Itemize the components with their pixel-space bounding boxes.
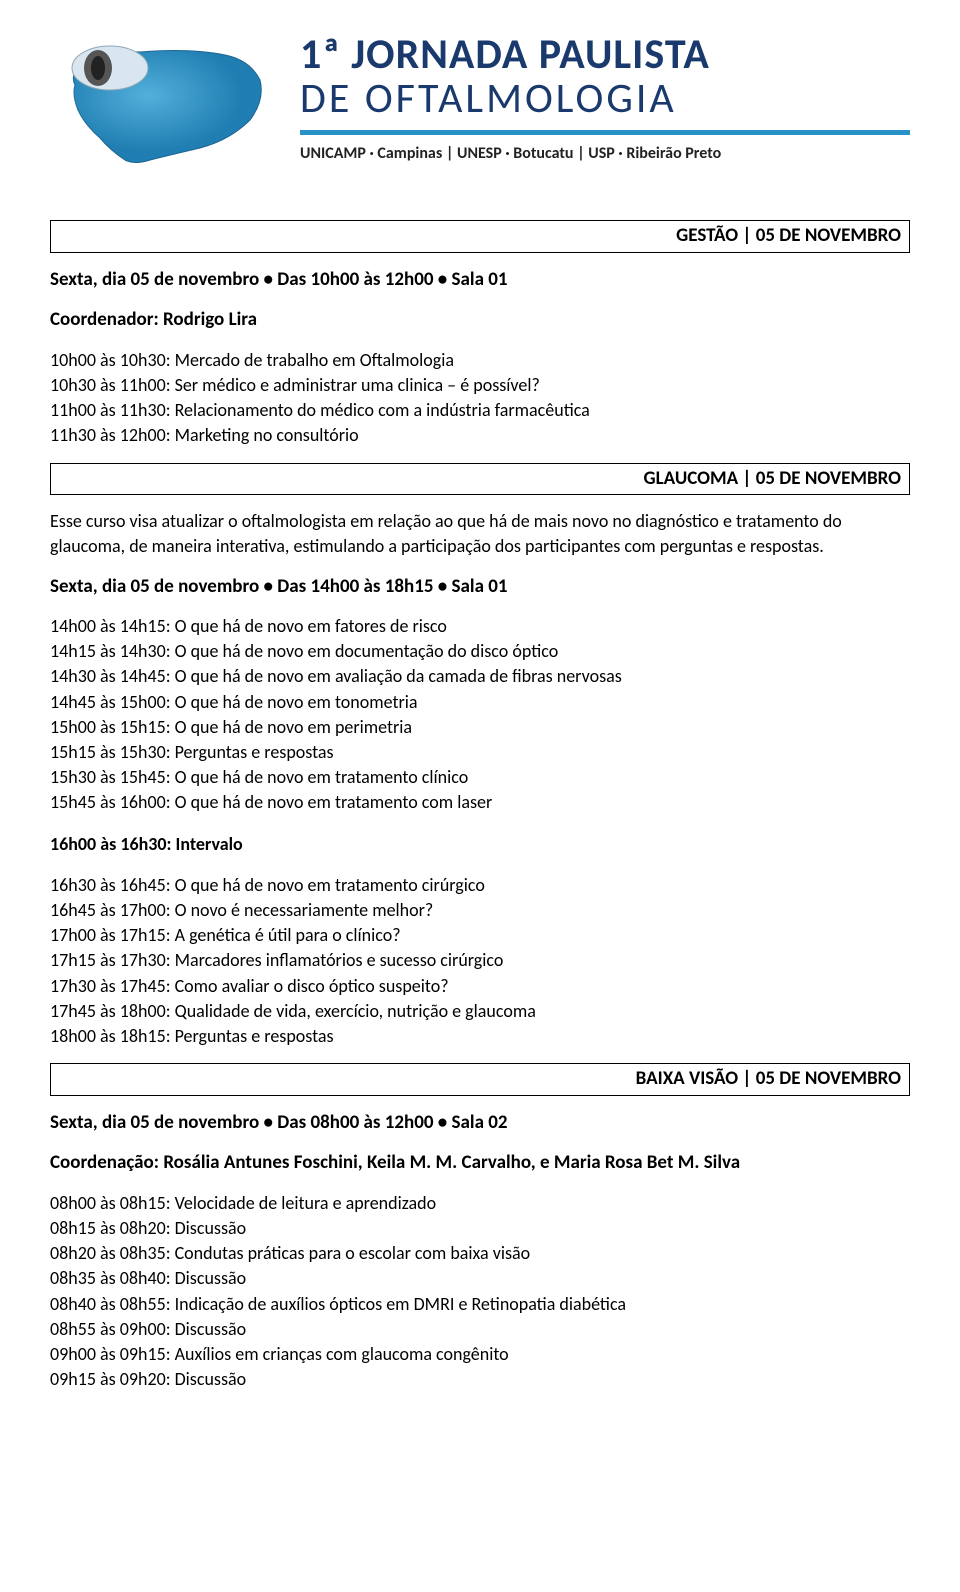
schedule-item: 16h45 às 17h00: O novo é necessariamente… (50, 898, 910, 923)
schedule-item: 09h15 às 09h20: Discussão (50, 1367, 910, 1392)
schedule-item: 17h00 às 17h15: A genética é útil para o… (50, 923, 910, 948)
logo-icon (50, 30, 270, 170)
schedule-item: 15h30 às 15h45: O que há de novo em trat… (50, 765, 910, 790)
schedule-item: 14h00 às 14h15: O que há de novo em fato… (50, 614, 910, 639)
schedule-items: 10h00 às 10h30: Mercado de trabalho em O… (50, 348, 910, 449)
title-divider (300, 130, 910, 135)
page-header: 1ª JORNADA PAULISTA DE OFTALMOLOGIA UNIC… (50, 30, 910, 170)
coordinator: Coordenação: Rosália Antunes Foschini, K… (50, 1150, 910, 1177)
schedule-item: 08h55 às 09h00: Discussão (50, 1317, 910, 1342)
section-header: GLAUCOMA | 05 DE NOVEMBRO (50, 463, 910, 496)
schedule-item: 14h45 às 15h00: O que há de novo em tono… (50, 690, 910, 715)
schedule-item: 08h20 às 08h35: Condutas práticas para o… (50, 1241, 910, 1266)
schedule-item: 10h30 às 11h00: Ser médico e administrar… (50, 373, 910, 398)
event-title-line2: DE OFTALMOLOGIA (300, 78, 910, 120)
interval-break: 16h00 às 16h30: Intervalo (50, 832, 910, 857)
sections-container: GESTÃO | 05 DE NOVEMBRO Sexta, dia 05 de … (50, 220, 910, 1392)
schedule-item: 16h30 às 16h45: O que há de novo em trat… (50, 873, 910, 898)
schedule-item: 08h40 às 08h55: Indicação de auxílios óp… (50, 1292, 910, 1317)
session-title: Sexta, dia 05 de novembro • Das 14h00 às… (50, 574, 910, 601)
section-header: BAIXA VISÃO | 05 DE NOVEMBRO (50, 1063, 910, 1096)
event-subtitle: UNICAMP · Campinas | UNESP · Botucatu | … (300, 143, 910, 165)
schedule-item: 10h00 às 10h30: Mercado de trabalho em O… (50, 348, 910, 373)
schedule-item: 14h30 às 14h45: O que há de novo em aval… (50, 664, 910, 689)
schedule-item: 11h00 às 11h30: Relacionamento do médico… (50, 398, 910, 423)
schedule-items: 08h00 às 08h15: Velocidade de leitura e … (50, 1191, 910, 1393)
schedule-item: 17h45 às 18h00: Qualidade de vida, exerc… (50, 999, 910, 1024)
header-title-block: 1ª JORNADA PAULISTA DE OFTALMOLOGIA UNIC… (300, 34, 910, 165)
schedule-item: 15h45 às 16h00: O que há de novo em trat… (50, 790, 910, 815)
schedule-item: 15h00 às 15h15: O que há de novo em peri… (50, 715, 910, 740)
schedule-item: 17h15 às 17h30: Marcadores inflamatórios… (50, 948, 910, 973)
session-title: Sexta, dia 05 de novembro • Das 10h00 às… (50, 267, 910, 294)
schedule-item: 08h00 às 08h15: Velocidade de leitura e … (50, 1191, 910, 1216)
schedule-items: 14h00 às 14h15: O que há de novo em fato… (50, 614, 910, 816)
session-title: Sexta, dia 05 de novembro • Das 08h00 às… (50, 1110, 910, 1137)
schedule-item: 14h15 às 14h30: O que há de novo em docu… (50, 639, 910, 664)
coordinator: Coordenador: Rodrigo Lira (50, 307, 910, 334)
schedule-item: 15h15 às 15h30: Perguntas e respostas (50, 740, 910, 765)
event-title-line1: 1ª JORNADA PAULISTA (300, 34, 910, 76)
schedule-item: 09h00 às 09h15: Auxílios em crianças com… (50, 1342, 910, 1367)
schedule-item: 08h15 às 08h20: Discussão (50, 1216, 910, 1241)
schedule-item: 18h00 às 18h15: Perguntas e respostas (50, 1024, 910, 1049)
schedule-item: 11h30 às 12h00: Marketing no consultório (50, 423, 910, 448)
schedule-items: 16h30 às 16h45: O que há de novo em trat… (50, 873, 910, 1049)
section-description: Esse curso visa atualizar o oftalmologis… (50, 509, 910, 559)
section-header: GESTÃO | 05 DE NOVEMBRO (50, 220, 910, 253)
schedule-item: 08h35 às 08h40: Discussão (50, 1266, 910, 1291)
schedule-item: 17h30 às 17h45: Como avaliar o disco ópt… (50, 974, 910, 999)
